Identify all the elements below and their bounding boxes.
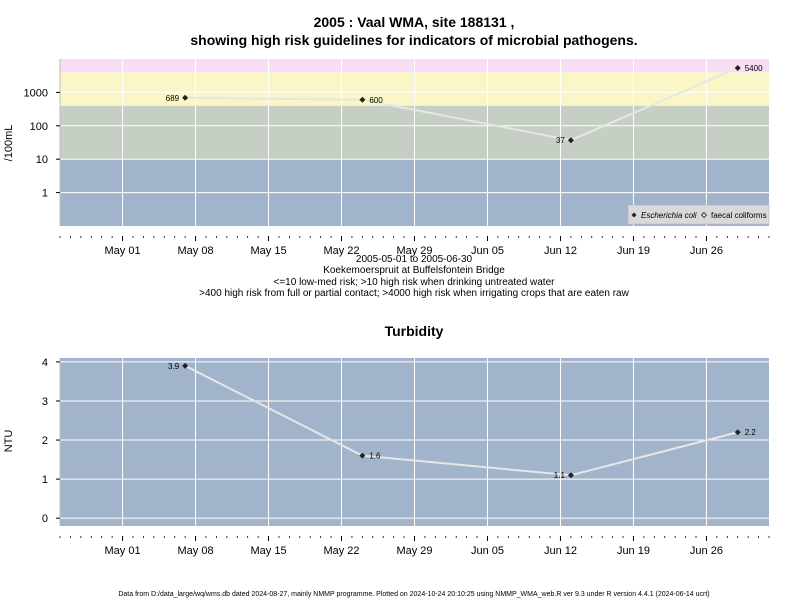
chart2-title: Turbidity <box>385 323 444 339</box>
x-tick-label: May 29 <box>396 545 432 557</box>
y-tick-label: 10 <box>36 154 48 166</box>
x-tick-label: May 08 <box>178 545 214 557</box>
data-label: 1.6 <box>369 452 381 461</box>
data-label: 600 <box>369 96 383 105</box>
data-label: 3.9 <box>168 362 180 371</box>
data-point <box>359 96 366 103</box>
data-label: 689 <box>166 94 180 103</box>
data-point <box>182 362 189 369</box>
x-tick-label: Jun 05 <box>471 545 504 557</box>
y-tick-label: 0 <box>42 513 48 525</box>
chart1-title-line2: showing high risk guidelines for indicat… <box>190 32 637 48</box>
legend-faecal-marker <box>700 211 708 219</box>
y-tick-label: 3 <box>42 396 48 408</box>
chart2-ylabel: NTU <box>3 430 15 453</box>
note-date-range: 2005-05-01 to 2005-06-30 <box>356 254 473 265</box>
x-tick-label: May 15 <box>250 545 286 557</box>
series-line <box>185 67 739 142</box>
y-tick-label: 100 <box>30 121 48 133</box>
legend-ecoli-marker <box>631 212 637 218</box>
data-point <box>359 452 366 459</box>
x-tick-label: May 15 <box>250 245 286 257</box>
note-guideline-2: >400 high risk from full or partial cont… <box>199 288 629 299</box>
x-tick-label: May 01 <box>105 545 141 557</box>
x-tick-label: Jun 12 <box>544 545 577 557</box>
data-point <box>567 137 574 144</box>
chart2-panel: 0 1 2 3 4 May 01 May 08 May 15 May 22 May 29 Jun 0… <box>42 357 770 557</box>
data-point <box>734 64 741 71</box>
y-tick-label: 1 <box>42 474 48 486</box>
x-tick-label: May 08 <box>178 245 214 257</box>
chart1-legend: Escherichia coli faecal coliforms <box>627 204 770 225</box>
x-tick-label: May 29 <box>396 245 432 257</box>
y-tick-label: 2 <box>42 435 48 447</box>
data-label: 5400 <box>745 64 763 73</box>
y-tick-label: 4 <box>42 357 48 369</box>
data-label: 37 <box>556 136 565 145</box>
data-point <box>734 429 741 436</box>
x-tick-label: Jun 26 <box>690 545 723 557</box>
y-tick-label: 1000 <box>24 87 48 99</box>
x-tick-label: Jun 19 <box>617 545 650 557</box>
data-point <box>182 94 189 101</box>
x-tick-label: Jun 19 <box>617 245 650 257</box>
note-guideline-1: <=10 low-med risk; >10 high risk when dr… <box>274 277 556 288</box>
data-label: 2.2 <box>745 428 757 437</box>
x-tick-label: Jun 26 <box>690 245 723 257</box>
data-label: 1.1 <box>554 471 566 480</box>
chart1-ylabel: /100mL <box>3 125 15 162</box>
chart1-panel: 1 10 100 1000 May 01 May 08 May 15 May 22 May 29… <box>24 59 770 257</box>
y-tick-label: 1 <box>42 188 48 200</box>
data-point <box>567 472 574 479</box>
x-tick-label: May 01 <box>105 245 141 257</box>
legend-ecoli-label: Escherichia coli <box>641 211 697 220</box>
x-tick-label: Jun 05 <box>471 245 504 257</box>
chart1-title-line1: 2005 : Vaal WMA, site 188131 , <box>314 14 515 30</box>
x-tick-label: May 22 <box>323 545 359 557</box>
series-line <box>184 364 738 477</box>
note-site: Koekemoerspruit at Buffelsfontein Bridge <box>323 265 505 276</box>
x-tick-label: May 22 <box>323 245 359 257</box>
legend-faecal-label: faecal coliforms <box>711 211 767 220</box>
x-tick-label: Jun 12 <box>544 245 577 257</box>
footer-note: Data from D:/data_large/wq/wms.db dated … <box>118 591 709 598</box>
